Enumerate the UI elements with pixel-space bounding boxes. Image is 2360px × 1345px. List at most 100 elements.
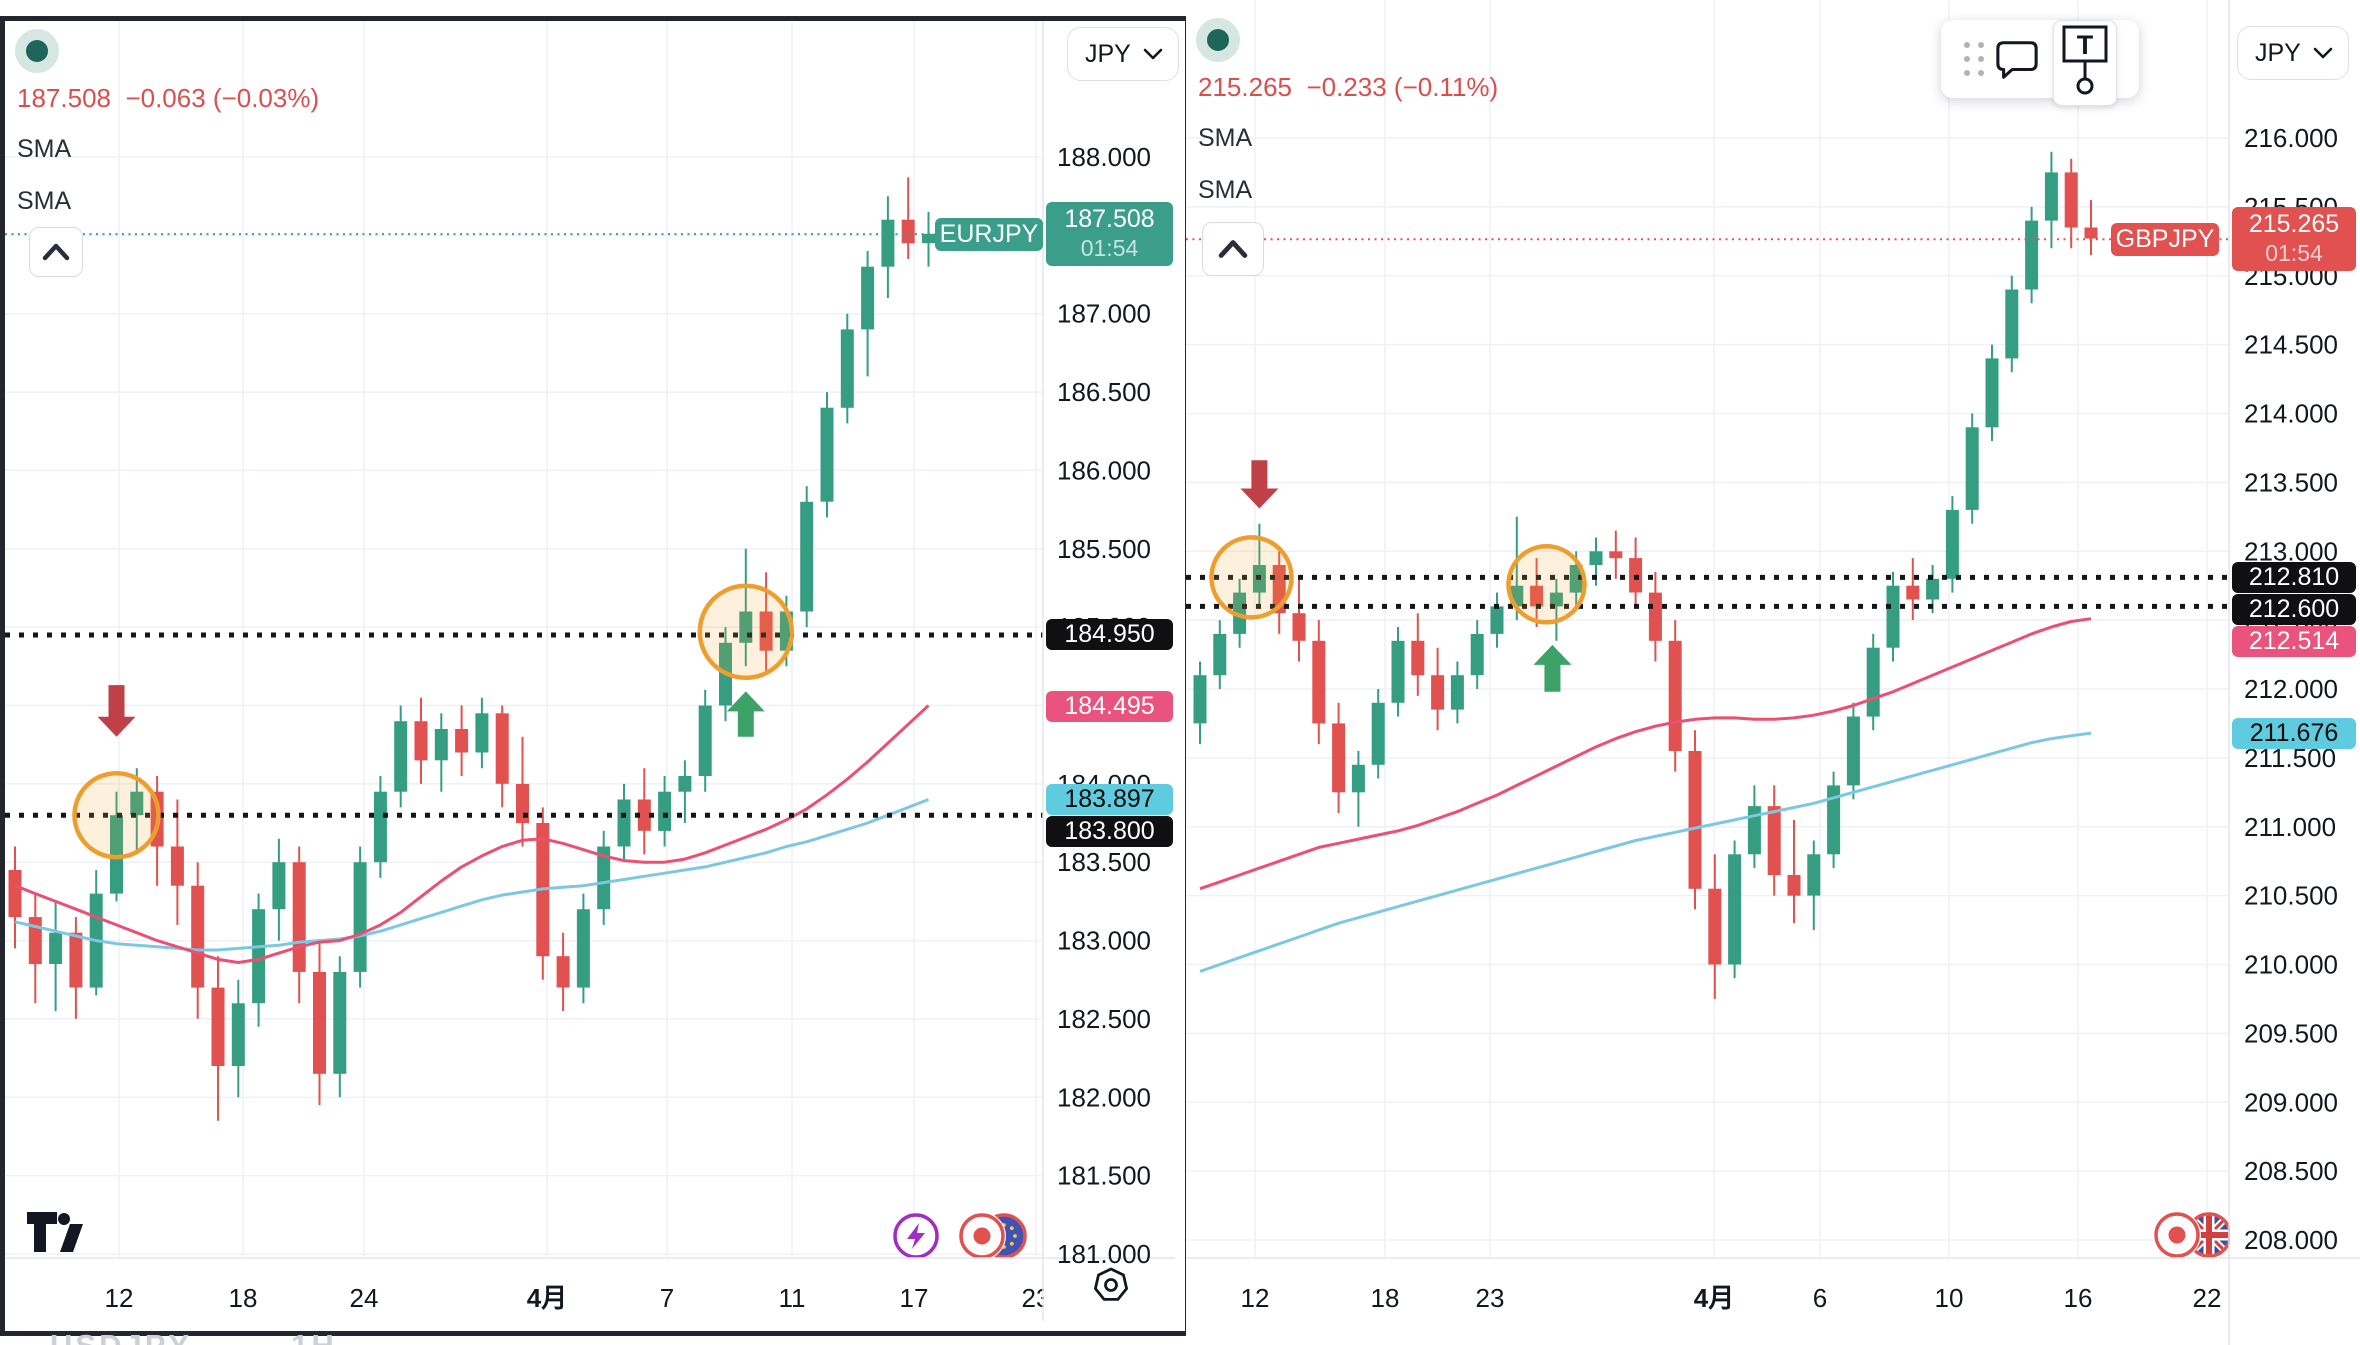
time-axis-label: 10 xyxy=(1935,1283,1964,1313)
symbol-status-dot[interactable] xyxy=(1196,18,1240,62)
country-flag[interactable] xyxy=(958,1212,1006,1260)
candlestick-plot-gbpjpy: 1218234月6101622216.000215.500215.000214.… xyxy=(1186,0,2360,1345)
candles xyxy=(8,177,935,1121)
price-tick-label: 213.000 xyxy=(2244,536,2338,566)
last-price-value: 215.265 xyxy=(2248,210,2340,239)
price-tick-label: 216.000 xyxy=(2244,123,2338,153)
last-price-badge: 187.508 01:54 xyxy=(1046,202,1173,267)
indicator-label-sma-2[interactable]: SMA xyxy=(17,187,72,215)
lightning-icon xyxy=(907,1223,925,1249)
chart-annotations xyxy=(1209,460,1587,692)
status-dot-icon xyxy=(1207,29,1229,51)
chevron-up-icon xyxy=(1218,240,1248,258)
legend-price-change: 187.508 −0.063 (−0.03%) xyxy=(17,83,320,113)
symbol-status-dot[interactable] xyxy=(15,29,59,73)
price-tick-label: 212.000 xyxy=(2244,674,2338,704)
time-axis-label: 16 xyxy=(2064,1283,2093,1313)
candles xyxy=(1193,151,2098,999)
time-axis-label: 22 xyxy=(2193,1283,2222,1313)
highlight-circle[interactable] xyxy=(697,583,795,681)
ghost-interval-label: 1H xyxy=(291,1328,337,1345)
price-tick-label: 210.000 xyxy=(2244,950,2338,980)
sma-value-badge: 184.495 xyxy=(1046,690,1173,722)
chevron-down-icon xyxy=(2313,47,2333,58)
level-badge: 184.950 xyxy=(1046,619,1173,651)
sma-value-badge: 183.897 xyxy=(1046,784,1173,816)
settings-gear-icon[interactable] xyxy=(1094,1267,1128,1301)
price-tick-label: 187.000 xyxy=(1057,299,1151,329)
comment-tool-button[interactable] xyxy=(1991,31,2043,87)
price-tick-label: 208.000 xyxy=(2244,1225,2338,1255)
ghost-symbol-label: USDJPY xyxy=(50,1328,192,1345)
price-tick-label: 182.500 xyxy=(1057,1004,1151,1034)
price-tick-label: 186.500 xyxy=(1057,377,1151,407)
level-badge: 212.600 xyxy=(2232,593,2356,625)
currency-select-value: JPY xyxy=(1085,39,1131,68)
time-axis-label: 4月 xyxy=(527,1283,567,1313)
indicator-label-sma-1[interactable]: SMA xyxy=(17,135,72,163)
collapse-toolbar-button[interactable] xyxy=(1202,222,1264,276)
time-axis-label: 12 xyxy=(1241,1283,1270,1313)
text-anchor-icon: T xyxy=(2062,25,2108,95)
drawing-toolbar: T xyxy=(1941,20,2139,106)
last-price-value: 187.508 xyxy=(1064,205,1155,234)
time-axis-label: 12 xyxy=(105,1283,134,1313)
arrow-up-marker[interactable] xyxy=(1533,644,1572,692)
arrow-up-marker[interactable] xyxy=(726,691,765,737)
time-axis-label: 4月 xyxy=(1694,1283,1734,1313)
chart-panel-gbpjpy: 1218234月6101622216.000215.500215.000214.… xyxy=(1186,0,2360,1345)
price-tick-label: 181.000 xyxy=(1057,1239,1151,1269)
time-axis-label: 6 xyxy=(1813,1283,1827,1313)
chevron-up-icon xyxy=(42,243,70,261)
hidden-chart-symbol[interactable]: USDJPY 1H xyxy=(50,1328,337,1345)
sma-value-badge: 212.514 xyxy=(2232,625,2356,657)
currency-select[interactable]: JPY xyxy=(1067,27,1179,81)
chart-panel-eurjpy: 1218244月7111723188.000187.500187.000186.… xyxy=(0,16,1190,1336)
price-tick-label: 208.500 xyxy=(2244,1156,2338,1186)
candlestick-plot-eurjpy: 1218244月7111723188.000187.500187.000186.… xyxy=(5,21,1175,1321)
indicator-label-sma-2[interactable]: SMA xyxy=(1198,176,1253,204)
sma-fast-line xyxy=(14,704,930,964)
currency-select-value: JPY xyxy=(2255,38,2301,67)
time-axis-label: 18 xyxy=(1371,1283,1400,1313)
arrow-down-marker[interactable] xyxy=(1240,460,1279,509)
chevron-down-icon xyxy=(1143,48,1163,59)
arrow-down-marker[interactable] xyxy=(97,685,136,737)
highlight-circle[interactable] xyxy=(1209,535,1294,620)
time-axis-label: 17 xyxy=(900,1283,929,1313)
text-anchor-tool-button[interactable]: T xyxy=(2053,20,2117,106)
drag-handle-icon[interactable] xyxy=(1957,35,1991,83)
level-badge: 183.800 xyxy=(1046,816,1173,848)
chart-annotations xyxy=(72,583,795,860)
sma-fast-line xyxy=(1199,617,2092,891)
time-axis-label: 23 xyxy=(1476,1283,1505,1313)
lightning-mode-button[interactable] xyxy=(893,1213,939,1259)
price-tick-label: 210.500 xyxy=(2244,881,2338,911)
currency-select[interactable]: JPY xyxy=(2237,26,2349,80)
symbol-price-tag[interactable]: EURJPY xyxy=(935,217,1043,251)
price-tick-label: 209.000 xyxy=(2244,1087,2338,1117)
highlight-circle[interactable] xyxy=(1506,544,1587,625)
time-axis-label: 7 xyxy=(660,1283,674,1313)
level-badge: 212.810 xyxy=(2232,561,2356,593)
sma-slow-line xyxy=(14,798,930,952)
symbol-price-tag[interactable]: GBPJPY xyxy=(2111,222,2219,256)
indicator-label-sma-1[interactable]: SMA xyxy=(1198,124,1253,152)
price-tick-label: 211.000 xyxy=(2244,812,2336,842)
price-tick-label: 183.000 xyxy=(1057,926,1151,956)
price-tick-label: 209.500 xyxy=(2244,1018,2338,1048)
price-tick-label: 188.000 xyxy=(1057,142,1151,172)
price-tick-label: 213.500 xyxy=(2244,467,2338,497)
price-tick-label: 214.000 xyxy=(2244,399,2338,429)
country-flag[interactable] xyxy=(2153,1211,2201,1259)
status-dot-icon xyxy=(26,40,48,62)
last-price-badge: 215.265 01:54 xyxy=(2232,207,2356,272)
sma-slow-line xyxy=(1199,731,2092,973)
collapse-toolbar-button[interactable] xyxy=(29,227,83,277)
tradingview-logo[interactable] xyxy=(27,1212,83,1252)
price-tick-label: 186.000 xyxy=(1057,455,1151,485)
highlight-circle[interactable] xyxy=(72,770,161,860)
svg-text:T: T xyxy=(2077,30,2094,60)
bar-countdown: 01:54 xyxy=(2265,240,2323,267)
